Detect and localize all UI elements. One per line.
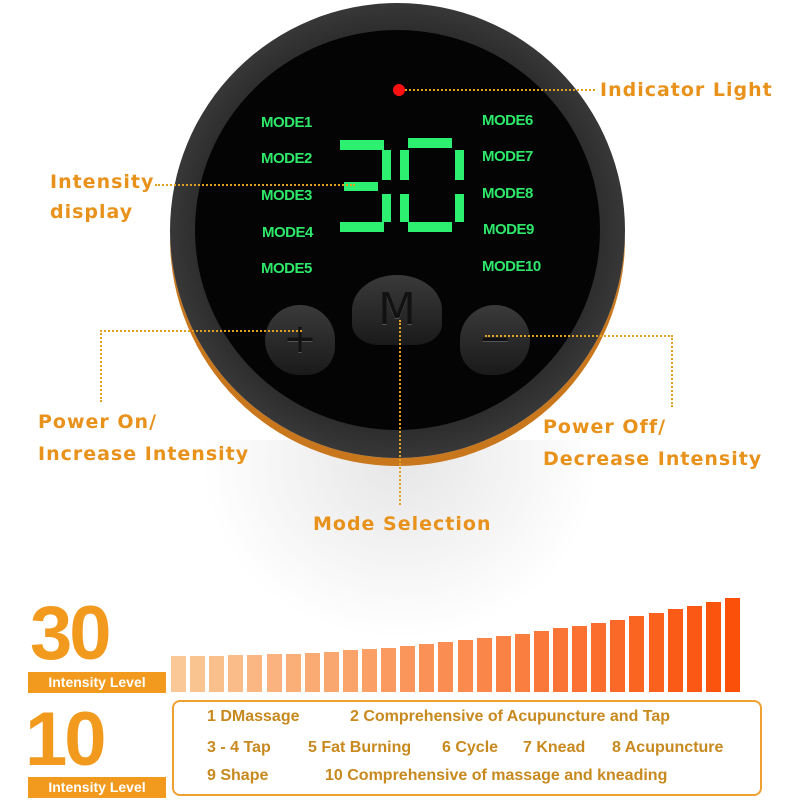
plus-button[interactable]: + [265,305,335,375]
mode4-label: MODE4 [262,224,313,241]
mode10-label: MODE10 [482,258,541,275]
callout-intensity-display-2: display [50,201,134,223]
intensity-bar [514,633,530,692]
intensity-bar [495,636,511,692]
intensity-bar [209,655,225,692]
callout-mode-selection: Mode Selection [313,513,492,535]
intensity-bar [667,609,683,692]
mode5-label: MODE5 [261,260,312,277]
mode-button[interactable]: M [352,275,442,345]
mode6-label: MODE6 [482,112,533,129]
intensity-bar [285,653,301,692]
mode-list-box [172,700,762,796]
minus-button[interactable]: − [460,305,530,375]
intensity-bar [400,646,416,692]
intensity-bar [419,644,435,692]
intensity-bar [228,655,244,692]
intensity-bar [705,601,721,692]
intensity-bar [323,651,339,692]
intensity-bar [342,650,358,692]
mode-count: 10 [25,697,107,782]
mode-item: 7 Knead [523,739,586,756]
mode7-label: MODE7 [482,148,533,165]
mode-level-badge: Intensity Level [28,777,166,798]
callout-intensity-display-1: Intensity [50,171,155,193]
indicator-light [393,84,405,96]
intensity-bar [533,631,549,692]
mode-item: 2 Comprehensive of Acupuncture and Tap [350,708,671,725]
intensity-bar [610,619,626,692]
intensity-bar [247,654,263,692]
intensity-level-count: 30 [30,591,112,676]
intensity-bar [362,649,377,692]
intensity-bar [438,642,454,692]
intensity-bar [553,628,568,692]
intensity-bar [171,656,186,692]
mode-item: 3 - 4 Tap [207,739,271,756]
mode8-label: MODE8 [482,185,533,202]
callout-indicator-light: Indicator Light [600,79,773,101]
intensity-bar [648,612,664,692]
mode2-label: MODE2 [261,150,312,167]
mode-item: 5 Fat Burning [308,739,412,756]
mode-item: 9 Shape [207,767,269,784]
mode3-label: MODE3 [261,187,312,204]
intensity-bar [190,655,206,692]
intensity-bar [304,652,320,692]
intensity-bar [572,625,588,692]
mode1-label: MODE1 [261,114,312,131]
mode-item: 10 Comprehensive of massage and kneading [325,767,668,784]
callout-power-off-2: Decrease Intensity [543,448,763,470]
intensity-bar [476,638,492,692]
mode-item: 6 Cycle [442,739,499,756]
intensity-level-badge: Intensity Level [28,672,166,693]
device-screen [195,30,600,430]
intensity-bar [381,647,397,692]
callout-power-on-1: Power On/ [38,411,158,433]
intensity-bar [591,622,607,692]
mode-item: 1 DMassage [207,708,300,725]
mode-item: 8 Acupuncture [612,739,724,756]
intensity-bar [457,640,473,692]
intensity-bar [686,605,702,692]
intensity-bar [724,598,740,692]
callout-power-off-1: Power Off/ [543,416,667,438]
callout-power-on-2: Increase Intensity [38,443,250,465]
intensity-bar [629,616,645,692]
intensity-bar [266,654,282,692]
mode9-label: MODE9 [483,221,534,238]
